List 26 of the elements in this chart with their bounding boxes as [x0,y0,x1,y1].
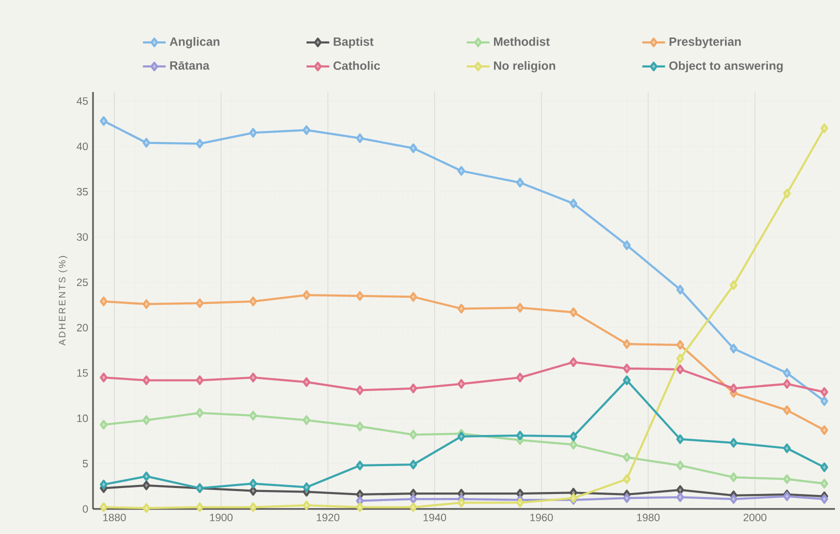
legend-label: Baptist [334,37,374,48]
y-tick-label: 40 [76,142,88,150]
x-tick-label: 1980 [637,514,660,522]
y-axis-title: ADHERENTS (%) [58,256,68,346]
y-tick-label: 20 [76,324,88,332]
y-tick-label: 45 [76,97,88,105]
legend-label: Rātana [170,61,210,70]
x-tick-label: 1920 [316,514,340,522]
x-tick-label: 1940 [424,514,446,522]
legend-label: Methodist [494,37,550,46]
y-tick-label: 30 [76,233,88,241]
legend-label: Catholic [333,61,380,70]
y-tick-label: 5 [82,460,88,468]
y-tick-label: 25 [76,278,88,286]
y-tick-label: 10 [77,414,88,422]
x-tick-label: 1960 [530,514,553,522]
x-tick-label: 1900 [210,514,233,522]
legend-label: Object to answering [669,61,783,72]
x-tick-label: 1880 [103,514,126,522]
y-tick-label: 15 [77,369,88,377]
legend-label: No religion [494,61,556,72]
legend-label: Presbyterian [670,37,741,48]
y-tick-label: 35 [76,188,88,196]
x-tick-label: 2000 [744,514,766,522]
y-tick-label: 0 [82,505,88,513]
legend-label: Anglican [170,37,220,48]
